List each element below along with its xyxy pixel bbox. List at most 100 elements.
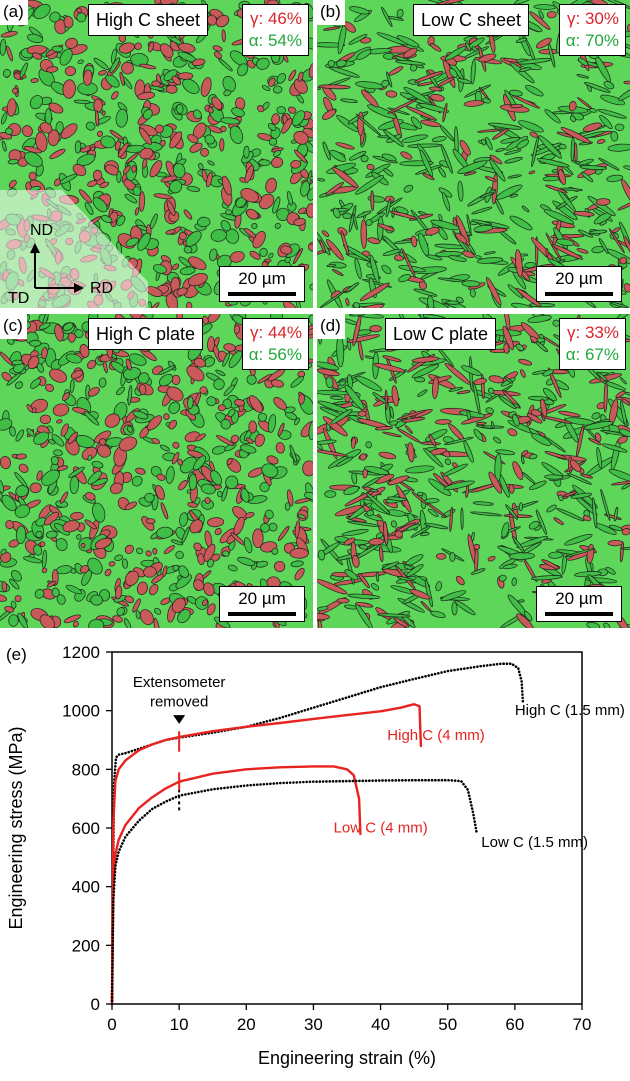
ferrite-grain bbox=[176, 104, 184, 114]
ferrite-grain bbox=[69, 379, 75, 394]
y-tick-label: 1200 bbox=[62, 643, 100, 662]
ferrite-grain bbox=[413, 288, 438, 297]
austenite-grain bbox=[335, 142, 355, 150]
austenite-grain bbox=[294, 520, 301, 539]
ferrite-grain bbox=[396, 8, 404, 18]
austenite-grain bbox=[189, 519, 203, 534]
austenite-grain bbox=[351, 554, 360, 568]
ferrite-grain bbox=[227, 408, 236, 418]
ferrite-grain bbox=[417, 389, 428, 397]
austenite-grain bbox=[455, 215, 470, 247]
austenite-grain bbox=[357, 410, 367, 417]
austenite-grain bbox=[204, 497, 211, 504]
austenite-grain bbox=[233, 324, 241, 334]
austenite-grain bbox=[383, 521, 389, 546]
austenite-grain bbox=[621, 179, 630, 206]
ferrite-grain bbox=[38, 322, 51, 330]
ferrite-grain bbox=[126, 425, 133, 433]
ferrite-grain bbox=[471, 46, 478, 52]
ferrite-grain bbox=[9, 426, 16, 437]
ferrite-grain bbox=[1, 140, 7, 152]
austenite-grain bbox=[124, 570, 139, 587]
ferrite-grain bbox=[347, 593, 381, 600]
ferrite-grain bbox=[237, 556, 256, 566]
ferrite-grain bbox=[286, 191, 293, 206]
ferrite-grain bbox=[45, 530, 58, 539]
ferrite-grain bbox=[492, 436, 502, 444]
ferrite-grain bbox=[276, 106, 286, 115]
ferrite-grain bbox=[185, 230, 202, 247]
ferrite-grain bbox=[430, 610, 446, 619]
austenite-grain bbox=[124, 544, 134, 554]
austenite-grain bbox=[199, 386, 208, 395]
ferrite-grain bbox=[498, 574, 507, 582]
ferrite-grain bbox=[87, 454, 93, 461]
austenite-grain bbox=[70, 369, 84, 379]
ferrite-grain bbox=[504, 149, 522, 155]
ferrite-grain bbox=[258, 159, 271, 166]
austenite-grain bbox=[535, 37, 552, 49]
ferrite-grain bbox=[363, 465, 390, 476]
ferrite-grain bbox=[220, 418, 231, 430]
gamma-fraction: γ: 33% bbox=[567, 323, 619, 342]
austenite-grain bbox=[488, 471, 503, 494]
ferrite-grain bbox=[513, 0, 533, 5]
austenite-grain bbox=[87, 180, 98, 187]
ferrite-grain bbox=[403, 86, 431, 104]
austenite-grain bbox=[0, 31, 18, 38]
austenite-grain bbox=[122, 164, 131, 175]
ferrite-grain bbox=[84, 202, 94, 216]
austenite-grain bbox=[193, 579, 205, 591]
austenite-grain bbox=[332, 166, 359, 189]
chart-svg: (e) 0 10 20 30 40 50 60 70 0 200 400 600 800 1000 1200 E… bbox=[6, 643, 625, 1068]
austenite-grain bbox=[359, 453, 367, 461]
austenite-grain bbox=[515, 287, 542, 308]
austenite-grain bbox=[541, 559, 560, 570]
annotation-text-2: removed bbox=[150, 693, 208, 710]
ferrite-grain bbox=[123, 618, 132, 628]
ferrite-grain bbox=[220, 220, 231, 232]
austenite-grain bbox=[64, 66, 76, 77]
austenite-grain bbox=[484, 175, 497, 182]
ferrite-grain bbox=[290, 376, 305, 388]
ferrite-grain bbox=[264, 509, 274, 520]
austenite-grain bbox=[154, 124, 164, 134]
austenite-grain bbox=[187, 502, 198, 508]
ferrite-grain bbox=[603, 622, 611, 628]
ferrite-grain bbox=[114, 554, 123, 562]
austenite-grain bbox=[273, 560, 286, 573]
austenite-grain bbox=[275, 442, 285, 454]
ferrite-grain bbox=[1, 494, 17, 512]
ferrite-grain bbox=[473, 224, 494, 233]
austenite-grain bbox=[229, 251, 245, 263]
ferrite-grain bbox=[240, 488, 250, 503]
ferrite-grain bbox=[33, 3, 51, 20]
austenite-grain bbox=[226, 457, 233, 466]
austenite-grain bbox=[104, 568, 112, 577]
ferrite-grain bbox=[476, 257, 504, 264]
ferrite-grain bbox=[370, 583, 380, 591]
orientation-overlay bbox=[0, 190, 148, 308]
ferrite-grain bbox=[345, 282, 360, 293]
austenite-grain bbox=[298, 393, 305, 405]
phase-fraction-box: γ: 33% α: 67% bbox=[558, 318, 626, 370]
ferrite-grain bbox=[236, 63, 249, 77]
austenite-grain bbox=[148, 583, 159, 596]
austenite-grain bbox=[382, 431, 402, 438]
ferrite-grain bbox=[24, 151, 43, 168]
series-label-2: Low C (4 mm) bbox=[334, 819, 428, 836]
ferrite-grain bbox=[65, 584, 82, 595]
ferrite-grain bbox=[511, 302, 534, 308]
austenite-grain bbox=[355, 602, 373, 608]
austenite-grain bbox=[201, 599, 208, 607]
austenite-grain bbox=[112, 615, 123, 623]
ferrite-grain bbox=[609, 301, 629, 308]
ferrite-grain bbox=[375, 571, 380, 582]
series-line-2 bbox=[110, 765, 362, 1006]
ferrite-grain bbox=[209, 248, 218, 262]
ferrite-grain bbox=[538, 135, 563, 159]
ferrite-grain bbox=[509, 193, 519, 198]
ferrite-grain bbox=[193, 455, 207, 471]
ferrite-grain bbox=[369, 254, 380, 284]
ferrite-grain bbox=[115, 108, 128, 128]
